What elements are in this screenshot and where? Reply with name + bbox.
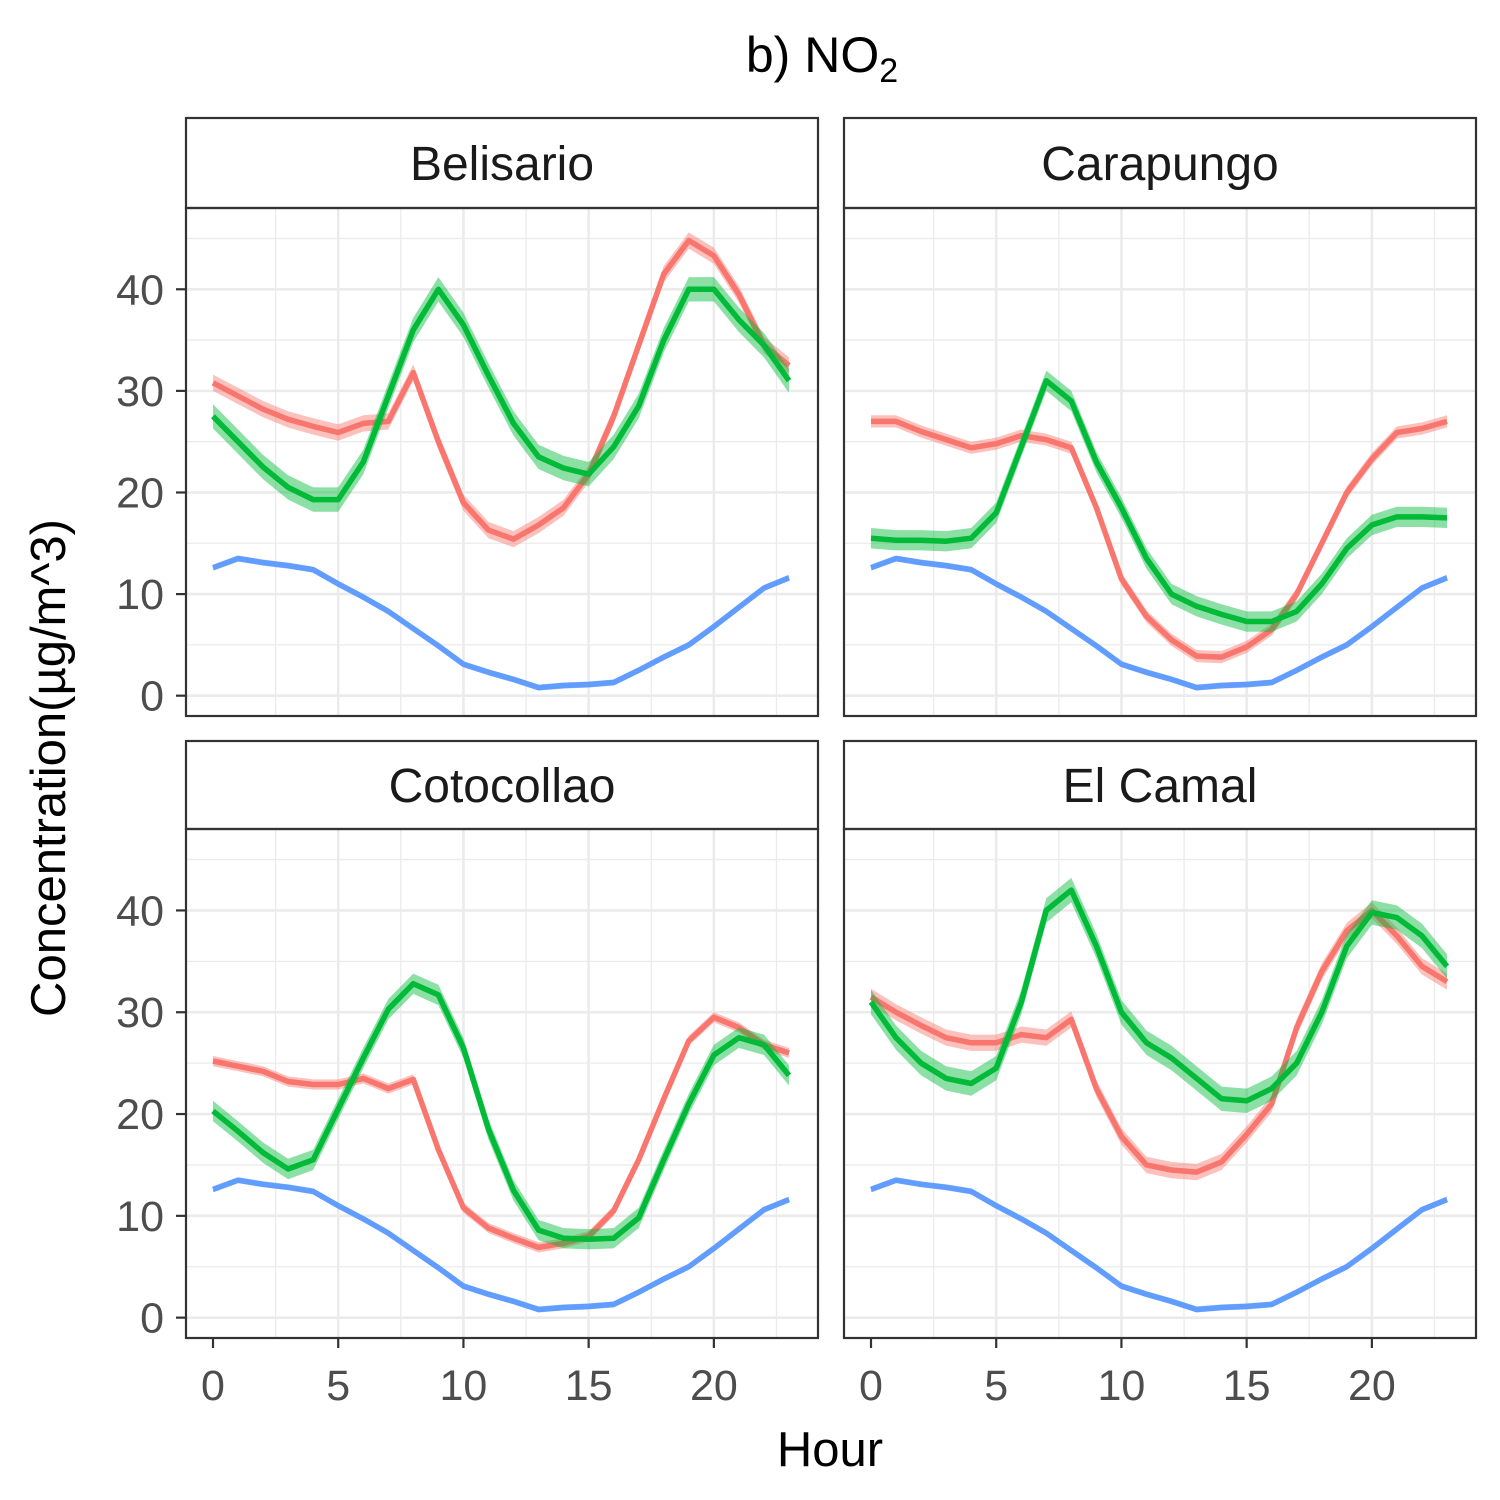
series-green: [868, 877, 1450, 1113]
strip-background: [842, 116, 1478, 210]
strip-background: [184, 116, 820, 210]
series-line-green: [211, 286, 792, 503]
y-tick-label: 10: [116, 1193, 164, 1241]
series-green: [211, 277, 792, 512]
panel-el-camal: El Camal: [842, 739, 1478, 1340]
series-green: [870, 370, 1448, 632]
strip-label-belisario: Belisario: [410, 138, 594, 191]
strip-label-el-camal: El Camal: [1063, 760, 1258, 813]
series-red: [869, 902, 1449, 1181]
y-tick-label: 20: [116, 1091, 164, 1139]
series-blue: [212, 1177, 791, 1313]
strip-background: [184, 739, 820, 831]
panel-belisario: Belisario: [184, 116, 820, 718]
x-tick-label: 15: [1223, 1362, 1271, 1410]
series-line-blue: [870, 555, 1449, 691]
panel-cotocollao: Cotocollao: [184, 739, 820, 1340]
series-blue: [212, 555, 791, 691]
x-tick-label: 10: [1098, 1362, 1146, 1410]
series-line-red: [871, 418, 1448, 660]
y-tick-labels: 0 10 20 30 40 0 10 20 30 40: [116, 266, 186, 1343]
x-tick-label: 15: [565, 1362, 613, 1410]
y-tick-label: 30: [116, 368, 164, 416]
panel-border: [184, 827, 820, 1340]
chart-title-main: b) NO: [746, 27, 879, 83]
y-tick-label: 0: [140, 1295, 164, 1343]
y-tick-label: 40: [116, 887, 164, 935]
panel-border: [184, 206, 820, 718]
chart-title-subscript: 2: [879, 52, 898, 90]
x-axis-label: Hour: [777, 1423, 883, 1477]
series-line-green: [870, 377, 1448, 625]
y-tick-label: 40: [116, 266, 164, 314]
panel-background: [844, 208, 1476, 716]
panel-background: [186, 208, 818, 716]
series-red: [212, 1012, 790, 1253]
series-line-blue: [870, 1177, 1449, 1313]
facet-panels: Belisario Carapungo Cotocollao El Camal: [184, 116, 1478, 1340]
y-tick-label: 10: [116, 571, 164, 619]
series-line-green: [868, 887, 1450, 1104]
strip-label-carapungo: Carapungo: [1041, 138, 1279, 191]
series-line-red: [211, 237, 791, 542]
y-tick-label: 0: [140, 673, 164, 721]
series-line-red: [212, 1014, 790, 1251]
panel-carapungo: Carapungo: [842, 116, 1478, 718]
x-tick-label: 20: [690, 1362, 738, 1410]
x-tick-label: 5: [326, 1362, 350, 1410]
chart-title: b) NO2: [746, 27, 898, 90]
panel-border: [842, 206, 1478, 718]
y-tick-label: 20: [116, 469, 164, 517]
series-line-green: [211, 980, 792, 1243]
gridlines: [844, 829, 1476, 1338]
gridlines: [844, 208, 1476, 716]
x-tick-label: 10: [440, 1362, 488, 1410]
series-line-blue: [212, 1177, 791, 1313]
series-red: [871, 415, 1448, 664]
strip-label-cotocollao: Cotocollao: [389, 760, 616, 813]
series-blue: [870, 555, 1449, 691]
x-tick-label: 0: [859, 1362, 883, 1410]
gridlines: [186, 208, 818, 716]
panel-border: [842, 827, 1478, 1340]
x-tick-label: 5: [984, 1362, 1008, 1410]
series-red: [211, 232, 791, 548]
series-line-red: [869, 907, 1449, 1175]
x-tick-label: 0: [201, 1362, 225, 1410]
strip-background: [842, 739, 1478, 831]
gridlines: [186, 829, 818, 1338]
y-tick-label: 30: [116, 989, 164, 1037]
series-blue: [870, 1177, 1449, 1313]
x-tick-labels: 0 5 10 15 20 0 5 10 15 20: [201, 1338, 1396, 1410]
x-tick-label: 20: [1348, 1362, 1396, 1410]
series-line-blue: [212, 555, 791, 691]
series-green: [211, 973, 792, 1250]
y-axis-label: Concentration(µg/m^3): [22, 519, 76, 1017]
